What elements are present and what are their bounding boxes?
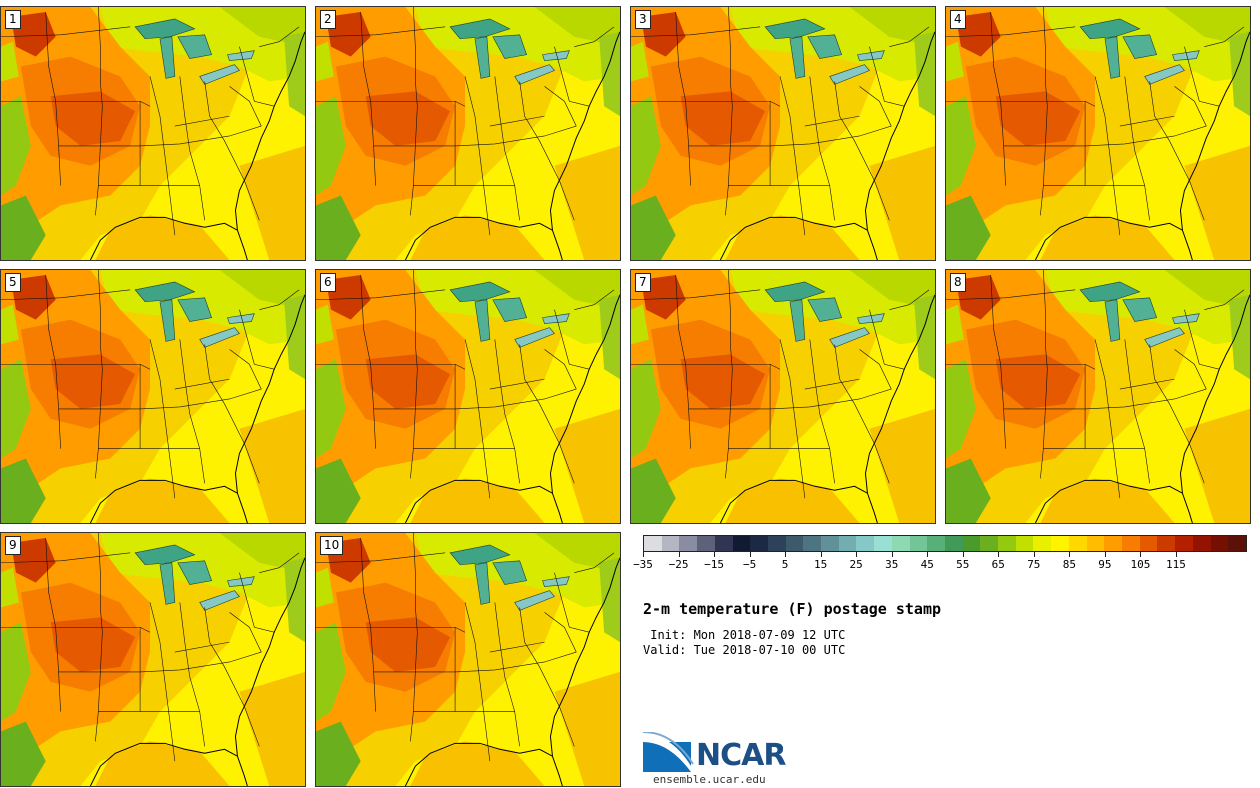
colorbar-segment bbox=[697, 536, 715, 551]
colorbar-segment bbox=[909, 536, 928, 551]
colorbar-segment bbox=[1139, 536, 1158, 551]
colorbar-tick bbox=[856, 552, 858, 557]
colorbar-tick-label: 115 bbox=[1166, 558, 1186, 571]
colorbar-tick-label: 25 bbox=[849, 558, 863, 571]
ensemble-member-map-9: 9 bbox=[0, 532, 306, 787]
colorbar-segment bbox=[1228, 536, 1246, 551]
ensemble-member-map-6: 6 bbox=[315, 269, 621, 524]
colorbar-tick-label: 45 bbox=[920, 558, 934, 571]
colorbar-segment bbox=[1157, 536, 1176, 551]
colorbar-segment bbox=[1210, 536, 1229, 551]
colorbar-tick-label: 95 bbox=[1098, 558, 1112, 571]
member-number-label: 1 bbox=[5, 10, 21, 29]
colorbar-tick bbox=[714, 552, 716, 557]
colorbar-tick bbox=[1175, 552, 1177, 557]
colorbar-segment bbox=[1104, 536, 1122, 551]
colorbar-tick-labels: −35 −25 −15 −5 5 15 25 35 45 55 65 75 85 95 105 115 bbox=[633, 552, 1247, 576]
colorbar-segment bbox=[927, 536, 945, 551]
colorbar-segment bbox=[856, 536, 875, 551]
colorbar-segment bbox=[750, 536, 768, 551]
member-number-label: 10 bbox=[320, 536, 344, 555]
member-number-label: 4 bbox=[950, 10, 966, 29]
ensemble-member-map-3: 3 bbox=[630, 6, 936, 261]
colorbar-segment bbox=[644, 536, 662, 551]
product-title: 2-m temperature (F) postage stamp bbox=[643, 600, 942, 618]
colorbar-segment bbox=[1015, 536, 1034, 551]
colorbar-tick bbox=[820, 552, 822, 557]
colorbar-segment bbox=[874, 536, 892, 551]
colorbar-tick-label: −5 bbox=[742, 558, 757, 571]
colorbar-segment bbox=[838, 536, 857, 551]
ensemble-member-map-2: 2 bbox=[315, 6, 621, 261]
member-number-label: 9 bbox=[5, 536, 21, 555]
colorbar-tick-label: 85 bbox=[1062, 558, 1076, 571]
ncar-logo-text: NCAR bbox=[696, 738, 786, 773]
colorbar-segment bbox=[785, 536, 804, 551]
colorbar-tick-label: 65 bbox=[991, 558, 1005, 571]
colorbar-tick-label: −35 bbox=[633, 558, 653, 571]
colorbar-segment bbox=[821, 536, 839, 551]
colorbar-tick bbox=[1033, 552, 1035, 557]
colorbar-tick bbox=[643, 552, 644, 557]
colorbar-tick bbox=[749, 552, 751, 557]
member-number-label: 8 bbox=[950, 273, 966, 292]
colorbar-tick bbox=[962, 552, 964, 557]
member-number-label: 3 bbox=[635, 10, 651, 29]
colorbar-segment bbox=[1051, 536, 1069, 551]
member-number-label: 7 bbox=[635, 273, 651, 292]
colorbar-segment bbox=[998, 536, 1016, 551]
colorbar-segment bbox=[1121, 536, 1140, 551]
valid-time: Valid: Tue 2018-07-10 00 UTC bbox=[643, 643, 846, 657]
ncar-logo-icon bbox=[643, 732, 694, 772]
website-url: ensemble.ucar.edu bbox=[653, 773, 766, 786]
colorbar-segment bbox=[1192, 536, 1211, 551]
colorbar-segment bbox=[661, 536, 680, 551]
colorbar-segment bbox=[714, 536, 733, 551]
colorbar-segment bbox=[1033, 536, 1052, 551]
colorbar-segment bbox=[767, 536, 786, 551]
colorbar-tick bbox=[927, 552, 929, 557]
colorbar-tick bbox=[1104, 552, 1106, 557]
ensemble-member-map-8: 8 bbox=[945, 269, 1251, 524]
colorbar-tick bbox=[891, 552, 893, 557]
colorbar-tick-label: 75 bbox=[1027, 558, 1041, 571]
colorbar-tick-label: 35 bbox=[885, 558, 899, 571]
colorbar-segment bbox=[732, 536, 751, 551]
colorbar-segment bbox=[679, 536, 698, 551]
colorbar-segment bbox=[891, 536, 910, 551]
member-number-label: 6 bbox=[320, 273, 336, 292]
colorbar-tick-label: −15 bbox=[704, 558, 724, 571]
ensemble-member-map-5: 5 bbox=[0, 269, 306, 524]
colorbar-tick bbox=[678, 552, 680, 557]
colorbar-tick-label: 55 bbox=[956, 558, 970, 571]
colorbar-tick bbox=[1069, 552, 1071, 557]
colorbar-segment bbox=[1175, 536, 1193, 551]
colorbar-segment bbox=[1068, 536, 1087, 551]
ensemble-member-map-7: 7 bbox=[630, 269, 936, 524]
colorbar-segment bbox=[1086, 536, 1105, 551]
ensemble-member-map-10: 10 bbox=[315, 532, 621, 787]
colorbar-segment bbox=[980, 536, 999, 551]
colorbar-tick bbox=[785, 552, 787, 557]
colorbar-tick-label: −25 bbox=[668, 558, 689, 571]
member-number-label: 5 bbox=[5, 273, 21, 292]
colorbar-tick bbox=[1140, 552, 1142, 557]
temperature-colorbar bbox=[643, 535, 1247, 552]
colorbar-tick-label: 15 bbox=[814, 558, 828, 571]
colorbar-segment bbox=[803, 536, 822, 551]
ensemble-member-map-1: 1 bbox=[0, 6, 306, 261]
ensemble-member-map-4: 4 bbox=[945, 6, 1251, 261]
colorbar-tick-label: 105 bbox=[1130, 558, 1151, 571]
init-time: Init: Mon 2018-07-09 12 UTC bbox=[643, 628, 846, 642]
colorbar-segment bbox=[962, 536, 981, 551]
colorbar-segment bbox=[944, 536, 963, 551]
colorbar-tick bbox=[998, 552, 1000, 557]
colorbar-tick-label: 5 bbox=[781, 558, 789, 571]
member-number-label: 2 bbox=[320, 10, 336, 29]
